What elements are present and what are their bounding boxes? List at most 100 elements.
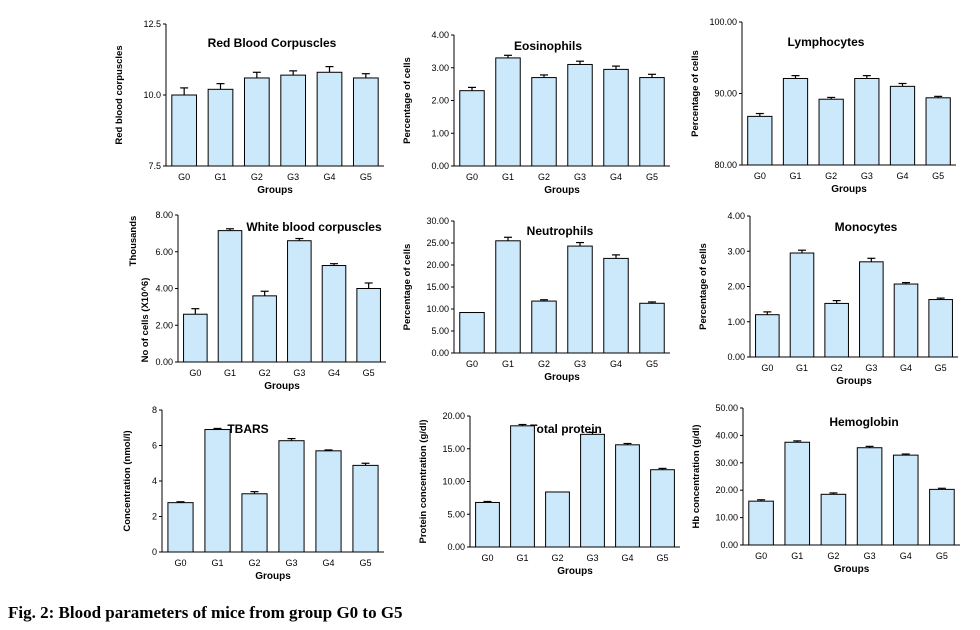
bar-g3	[859, 261, 884, 358]
x-tick-label: G0	[466, 172, 478, 182]
chart-title: Monocytes	[835, 220, 898, 234]
y-tick-label: 80.00	[714, 160, 737, 170]
y-tick-label: 1.00	[727, 317, 745, 327]
bar-g2	[818, 98, 844, 166]
chart-panel-8: Total protein 0.00 5.00 10.00 15.00 20.00 Prot…	[418, 411, 680, 577]
bar-g2	[531, 300, 557, 354]
bar-g0	[747, 115, 773, 166]
x-axis-label: Groups	[257, 185, 293, 196]
x-tick-label: G1	[502, 359, 514, 369]
bar-g5	[356, 288, 381, 363]
x-tick-label: G0	[189, 368, 201, 378]
bar-g5	[352, 464, 379, 553]
x-tick-label: G4	[900, 551, 912, 561]
y-tick-label: 2.00	[727, 282, 745, 292]
bar-g4	[615, 444, 640, 548]
x-tick-label: G1	[796, 363, 808, 373]
x-tick-label: G3	[864, 551, 876, 561]
chart-title: Eosinophils	[514, 39, 582, 53]
y-axis-label: No of cells (X10^6)	[140, 278, 151, 363]
y-tick-label: 10.00	[442, 477, 465, 487]
figure-caption: Fig. 2: Blood parameters of mice from gr…	[8, 603, 403, 622]
x-tick-label: G0	[761, 363, 773, 373]
bar-g3	[567, 63, 593, 167]
x-tick-label: G2	[259, 368, 271, 378]
x-tick-label: G3	[861, 171, 873, 181]
x-tick-label: G0	[178, 172, 190, 182]
x-axis-label: Groups	[557, 566, 593, 577]
y-tick-label: 8.00	[155, 210, 173, 220]
bar-g2	[545, 491, 570, 548]
x-tick-label: G5	[936, 551, 948, 561]
x-tick-label: G1	[516, 553, 528, 563]
bar-g1	[495, 57, 521, 167]
bar-g3	[567, 245, 593, 354]
bar-g5	[639, 77, 665, 167]
x-tick-label: G5	[935, 363, 947, 373]
bar-g0	[748, 500, 774, 546]
y-tick-label: 0	[152, 547, 157, 557]
bar-g4	[321, 265, 347, 363]
x-tick-label: G3	[865, 363, 877, 373]
chart-panel-2: Eosinophils 0.00 1.00 2.00 3.00 4.00 Percentag…	[402, 30, 670, 196]
x-tick-label: G5	[363, 368, 375, 378]
bar-g4	[315, 450, 342, 553]
x-axis-label: Groups	[255, 571, 291, 582]
y-tick-label: 2	[152, 512, 157, 522]
y-tick-label: 4.00	[727, 211, 745, 221]
x-tick-label: G2	[538, 172, 550, 182]
x-tick-label: G1	[791, 551, 803, 561]
y-tick-label: 0.00	[447, 542, 465, 552]
x-tick-label: G4	[621, 553, 633, 563]
x-tick-label: G3	[293, 368, 305, 378]
x-axis-label: Groups	[544, 185, 580, 196]
chart-panel-1: Red Blood Corpuscles 7.5 10.0 12.5 Red blood…	[114, 19, 384, 196]
x-axis-label: Groups	[831, 184, 867, 195]
x-tick-label: G2	[827, 551, 839, 561]
y-tick-label: 0.00	[727, 352, 745, 362]
x-tick-label: G2	[538, 359, 550, 369]
bar-g1	[789, 252, 815, 358]
y-axis-label: Percentage of cells	[402, 57, 413, 144]
y-tick-label: 25.00	[426, 238, 449, 248]
y-tick-label: 30.00	[426, 216, 449, 226]
chart-panel-3: Lymphocytes 80.00 90.00 100.00 Percentage of…	[690, 17, 956, 195]
bar-g1	[204, 429, 231, 553]
bar-g5	[352, 77, 379, 167]
y-tick-label: 2.00	[155, 320, 173, 330]
bar-g5	[639, 302, 665, 354]
x-tick-label: G1	[789, 171, 801, 181]
x-axis-label: Groups	[834, 564, 870, 575]
bar-g1	[207, 88, 234, 167]
chart-panel-6: Monocytes 0.00 1.00 2.00 3.00 4.00 Percentage …	[698, 211, 958, 387]
bar-g5	[928, 299, 953, 358]
x-tick-label: G2	[831, 363, 843, 373]
y-tick-label: 10.00	[426, 304, 449, 314]
chart-panel-9: Hemoglobin 0.00 10.00 20.00 30.00 40.00 50.00 H…	[691, 403, 960, 575]
x-tick-label: G1	[224, 368, 236, 378]
bar-g0	[167, 502, 194, 553]
chart-title: Total protein	[530, 422, 602, 436]
bar-g4	[889, 85, 916, 166]
y-tick-label: 12.5	[143, 19, 161, 29]
y-tick-label: 40.00	[715, 430, 738, 440]
x-tick-label: G4	[323, 172, 335, 182]
y-tick-label: 15.00	[426, 282, 449, 292]
y-axis-label: Percentage of cells	[690, 50, 701, 137]
bar-g4	[893, 283, 919, 358]
y-tick-label: 0.00	[155, 357, 173, 367]
x-tick-label: G0	[174, 558, 186, 568]
bar-g1	[510, 425, 535, 548]
y-tick-label: 20.00	[442, 411, 465, 421]
x-tick-label: G5	[932, 171, 944, 181]
chart-title: Lymphocytes	[788, 35, 865, 49]
y-tick-label: 0.00	[720, 540, 738, 550]
bar-g2	[252, 295, 277, 363]
bar-g2	[531, 77, 557, 167]
chart-panel-5: Neutrophils 0.00 5.00 10.00 15.00 20.00 25.00 3…	[402, 216, 670, 383]
y-tick-label: 10.0	[143, 90, 161, 100]
bar-g0	[171, 94, 198, 167]
y-tick-label: 3.00	[727, 246, 745, 256]
x-tick-label: G0	[754, 171, 766, 181]
y-axis-label: Red blood corpuscles	[114, 45, 125, 144]
